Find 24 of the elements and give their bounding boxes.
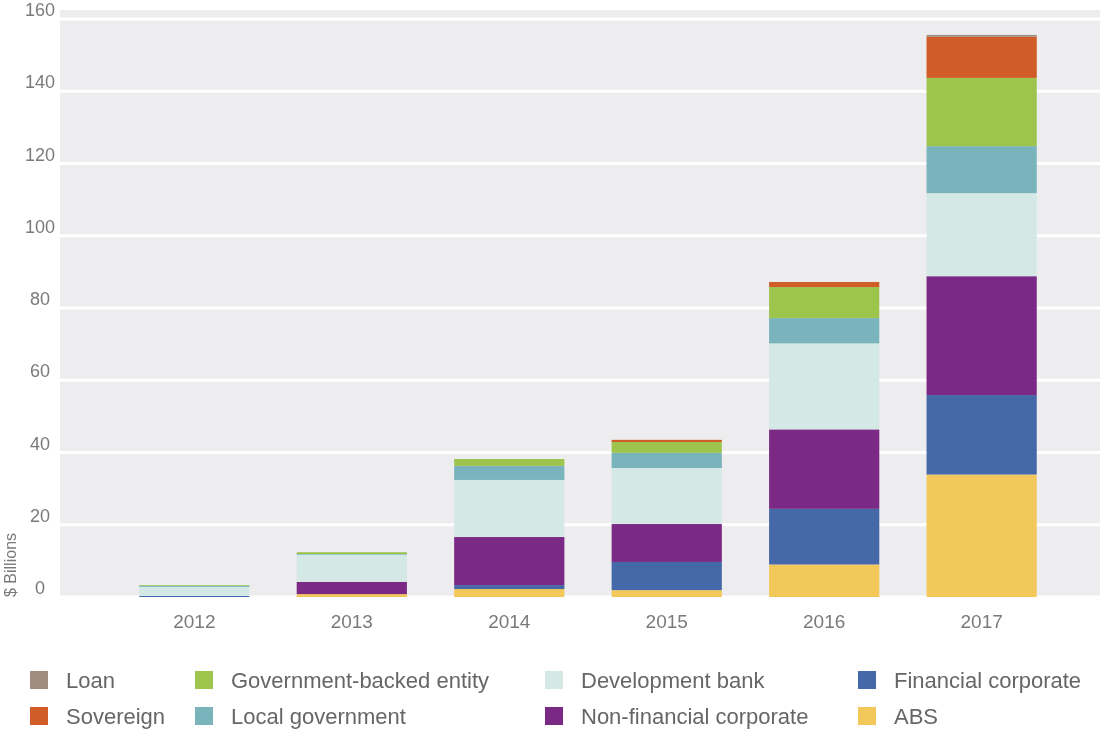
y-tick-label: 40 <box>29 433 51 454</box>
legend-label: Loan <box>66 668 115 693</box>
y-tick-label: 160 <box>24 0 56 20</box>
y-tick-label: 120 <box>24 144 56 165</box>
legend-label: Financial corporate <box>894 668 1082 693</box>
y-tick-label: 140 <box>24 72 56 93</box>
x-tick-label: 2016 <box>803 611 846 632</box>
x-tick-label: 2017 <box>960 611 1003 632</box>
y-axis-title: $ Billions <box>2 532 19 597</box>
x-tick-label: 2013 <box>330 611 373 632</box>
legend-label: Government-backed entity <box>231 668 490 693</box>
legend-label: Non-financial corporate <box>581 704 809 729</box>
y-tick-label: 100 <box>24 216 56 237</box>
y-tick-label: 80 <box>29 289 51 309</box>
legend-label: Sovereign <box>66 704 166 729</box>
x-tick-label: 2014 <box>488 611 531 632</box>
y-tick-label: 0 <box>34 578 46 598</box>
y-tick-label: 20 <box>29 505 51 526</box>
legend-label: Development bank <box>581 668 766 693</box>
y-tick-label: 60 <box>29 361 51 382</box>
x-tick-label: 2015 <box>645 611 688 632</box>
x-tick-label: 2012 <box>173 611 216 632</box>
legend-label: Local government <box>231 704 406 729</box>
legend-label: ABS <box>894 704 939 729</box>
